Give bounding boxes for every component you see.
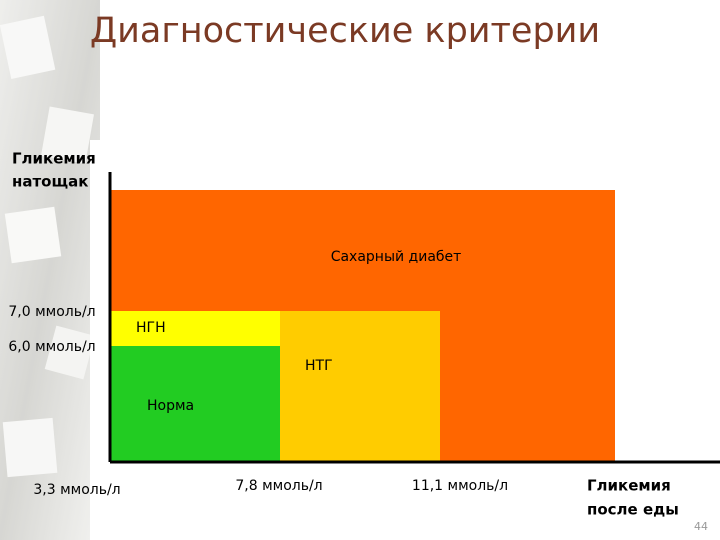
x-axis-title: Гликемия xyxy=(587,477,671,495)
x-axis-label: 7,8 ммоль/л xyxy=(235,478,322,494)
region-label: Сахарный диабет xyxy=(331,249,462,265)
x-axis-label: 11,1 ммоль/л xyxy=(412,478,508,494)
ngn-region xyxy=(110,311,280,346)
x-axis-title: после еды xyxy=(587,501,679,519)
region-label: Норма xyxy=(147,398,194,414)
y-axis-label: 7,0 ммоль/л xyxy=(8,304,95,320)
y-axis-title: Гликемия xyxy=(12,150,96,168)
region-label: НГН xyxy=(136,320,166,336)
x-axis-label: 3,3 ммоль/л xyxy=(33,482,120,498)
sugar-photo xyxy=(0,0,100,540)
ntg-region xyxy=(280,311,440,462)
norm-region xyxy=(110,346,280,462)
title-area xyxy=(100,0,720,140)
page-number: 44 xyxy=(694,520,708,533)
y-axis-title: натощак xyxy=(12,173,88,191)
slide-title: Диагностические критерии xyxy=(90,11,600,51)
y-axis-label: 6,0 ммоль/л xyxy=(8,339,95,355)
region-label: НТГ xyxy=(305,358,333,374)
